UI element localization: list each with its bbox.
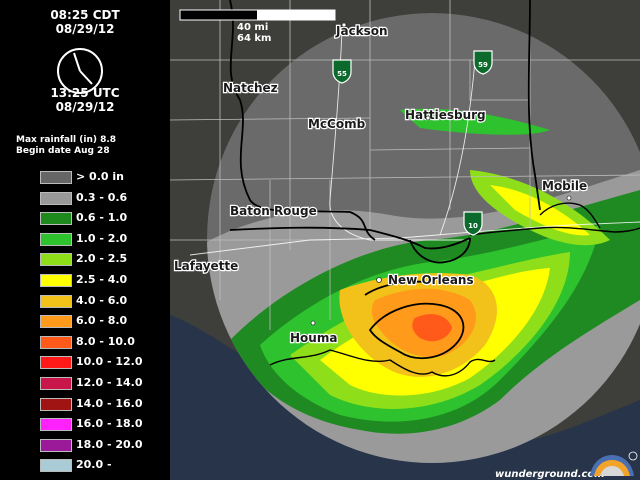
city-markers [310,22,572,326]
city-marker-mobile [566,195,572,201]
legend-swatch [40,232,72,246]
city-marker-hattiesburg [425,115,431,121]
legend-label: 16.0 - 18.0 [76,417,143,431]
interstate-59-shield: 59 [473,50,493,75]
gulf-water [170,315,640,480]
legend-swatch [40,212,72,226]
legend-label: 10.0 - 12.0 [76,355,143,369]
credit-text: wunderground.com [495,469,605,480]
legend-swatch [40,315,72,329]
city-label-mobile: Mobile [542,179,587,193]
city-label-mccomb: McComb [308,117,366,131]
parish-borders [170,0,640,330]
radar-map: Jackson Natchez McComb Hattiesburg Mobil… [170,0,640,480]
legend-label: 14.0 - 16.0 [76,396,143,410]
legend-label: 2.5 - 4.0 [76,273,128,286]
local-date: 08/29/12 [55,22,115,36]
city-marker-jackson [341,22,347,28]
city-label-lafayette: Lafayette [174,259,238,273]
legend-label: 4.0 - 6.0 [76,293,128,307]
legend-swatch [40,171,72,184]
legend-label: 0.3 - 0.6 [76,190,128,204]
rain-core-8-10 [412,314,452,342]
legend-label: 20.0 - [76,458,112,472]
legend-swatch [40,397,72,411]
scale-miles: 40 mi [237,22,268,33]
city-labels: Jackson Natchez McComb Hattiesburg Mobil… [173,23,589,346]
legend-swatch [40,253,72,267]
begin-date: Begin date Aug 28 [16,146,110,156]
legend-label: > 0.0 in [76,170,124,183]
wunderground-logo-icon [590,451,638,476]
legend-label: 18.0 - 20.0 [76,437,143,451]
coastline [269,202,640,377]
interstate-55-shield: 55 [332,59,352,84]
legend-swatch [40,191,72,205]
legend-swatch [40,335,72,349]
city-label-new-orleans: New Orleans [388,273,474,287]
scale-bar: 40 mi 64 km [179,9,336,44]
legend-swatch [40,418,72,432]
legend-swatch [40,459,72,473]
legend-panel: 08:25 CDT 08/29/12 13:25 UTC 08/29/12 Ma… [0,0,170,480]
utc-date: 08/29/12 [55,100,115,114]
legend-label: 6.0 - 8.0 [76,314,128,328]
city-marker-new-orleans [376,277,382,283]
utc-time: 13:25 UTC [50,86,120,100]
rain-band-north [400,108,550,135]
city-label-baton-rouge: Baton Rouge [230,204,317,218]
city-label-jackson: Jackson [335,24,388,38]
city-marker-houma [310,320,316,326]
rain-band-yellow-east [490,185,590,236]
legend-swatch [40,356,72,370]
max-rainfall: Max rainfall (in) 8.8 [16,135,117,145]
i10-label: 10 [468,222,478,230]
legend-label: 12.0 - 14.0 [76,376,143,389]
clock-icon [57,48,103,94]
legend-swatch [40,294,72,308]
legend-swatch [40,377,72,390]
city-label-houma: Houma [290,331,337,345]
local-time: 08:25 CDT [50,8,120,22]
rainfall-overlay [207,13,640,463]
legend-swatch [40,274,72,287]
city-label-hattiesburg: Hattiesburg [405,108,486,122]
legend-label: 1.0 - 2.0 [76,231,128,245]
i55-label: 55 [337,70,347,78]
city-label-natchez: Natchez [223,81,278,95]
legend-label: 0.6 - 1.0 [76,211,128,225]
interstate-10-shield: 10 [463,211,483,236]
legend-swatch [40,438,72,452]
state-borders [229,0,541,360]
scale-km: 64 km [237,33,271,44]
legend-label: 8.0 - 10.0 [76,334,135,348]
i59-label: 59 [478,61,488,69]
legend-label: 2.0 - 2.5 [76,252,128,266]
